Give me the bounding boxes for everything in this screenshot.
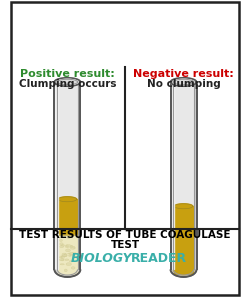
- Ellipse shape: [60, 264, 64, 265]
- Text: TEST RESULTS OF TUBE COAGULASE: TEST RESULTS OF TUBE COAGULASE: [19, 230, 231, 240]
- Ellipse shape: [71, 267, 75, 269]
- Ellipse shape: [60, 245, 64, 248]
- Polygon shape: [174, 204, 193, 209]
- Ellipse shape: [66, 245, 71, 247]
- Polygon shape: [54, 269, 80, 277]
- Ellipse shape: [65, 245, 68, 248]
- Ellipse shape: [62, 253, 66, 256]
- Ellipse shape: [61, 256, 66, 257]
- Polygon shape: [174, 79, 194, 85]
- Ellipse shape: [70, 245, 73, 247]
- Polygon shape: [54, 82, 80, 269]
- Text: Clumping occurs: Clumping occurs: [19, 79, 116, 89]
- Ellipse shape: [66, 263, 71, 266]
- Text: No clumping: No clumping: [147, 79, 220, 89]
- Ellipse shape: [62, 255, 67, 257]
- Ellipse shape: [61, 244, 64, 246]
- Text: Negative result:: Negative result:: [133, 69, 234, 79]
- Ellipse shape: [68, 237, 70, 239]
- Polygon shape: [170, 78, 196, 86]
- Text: Positive result:: Positive result:: [20, 69, 115, 79]
- Ellipse shape: [60, 243, 63, 245]
- Ellipse shape: [73, 247, 75, 248]
- Ellipse shape: [69, 260, 73, 262]
- Ellipse shape: [68, 255, 71, 257]
- Ellipse shape: [61, 256, 64, 259]
- Ellipse shape: [68, 253, 71, 254]
- Polygon shape: [54, 78, 80, 86]
- Polygon shape: [174, 82, 194, 269]
- Polygon shape: [58, 197, 76, 202]
- Ellipse shape: [64, 254, 67, 257]
- Text: BIOLOGY: BIOLOGY: [71, 252, 132, 266]
- Polygon shape: [174, 269, 194, 275]
- Text: TEST: TEST: [110, 240, 140, 250]
- Ellipse shape: [61, 259, 64, 261]
- Ellipse shape: [64, 269, 67, 272]
- Polygon shape: [57, 79, 78, 85]
- Ellipse shape: [70, 255, 75, 256]
- Ellipse shape: [60, 239, 62, 241]
- Polygon shape: [174, 269, 194, 275]
- Ellipse shape: [66, 249, 70, 252]
- Polygon shape: [57, 269, 78, 275]
- Text: READER: READER: [131, 252, 188, 266]
- Polygon shape: [57, 82, 78, 269]
- Ellipse shape: [59, 257, 62, 258]
- Ellipse shape: [72, 252, 76, 254]
- Polygon shape: [170, 82, 196, 269]
- Polygon shape: [57, 269, 78, 275]
- Ellipse shape: [70, 252, 73, 255]
- Ellipse shape: [64, 259, 69, 261]
- Polygon shape: [170, 269, 196, 277]
- Ellipse shape: [59, 259, 64, 260]
- Ellipse shape: [70, 247, 75, 249]
